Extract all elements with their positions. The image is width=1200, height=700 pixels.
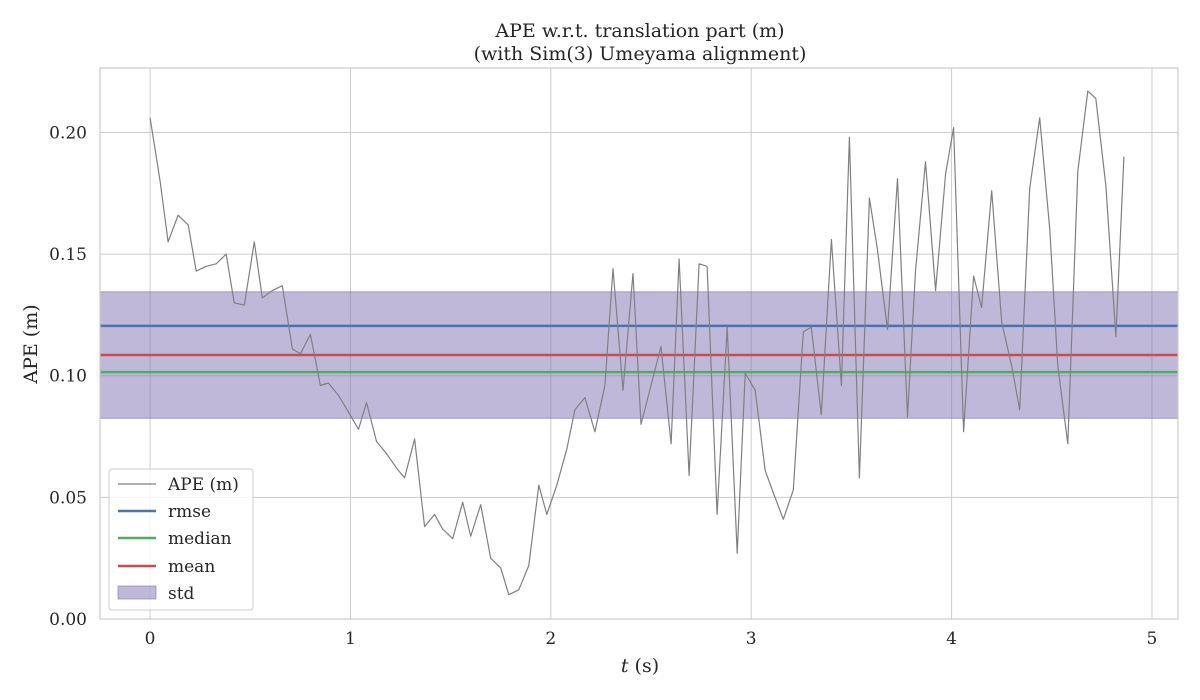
stat-lines-layer — [100, 324, 1178, 374]
x-axis-label-unit: (s) — [629, 655, 660, 677]
x-tick-label: 0 — [145, 629, 156, 649]
x-tick-label: 3 — [746, 629, 757, 649]
legend-label-mean: mean — [168, 557, 215, 577]
x-tick-label: 4 — [946, 629, 957, 649]
y-tick-label: 0.10 — [49, 367, 87, 387]
legend-label-rmse: rmse — [168, 502, 211, 522]
legend-label-median: median — [168, 529, 232, 549]
x-tick-label: 1 — [345, 629, 356, 649]
ape-line-layer — [149, 90, 1125, 596]
ape-line — [149, 90, 1125, 596]
chart-title: APE w.r.t. translation part (m) — [494, 20, 784, 42]
chart-subtitle: (with Sim(3) Umeyama alignment) — [474, 43, 807, 65]
x-tick-label: 5 — [1147, 629, 1158, 649]
legend-label-ape: APE (m) — [167, 475, 239, 495]
legend-swatch-std — [117, 585, 157, 600]
x-tick-label: 2 — [545, 629, 556, 649]
y-tick-label: 0.20 — [49, 123, 87, 143]
legend-label-std: std — [168, 584, 195, 604]
y-tick-label: 0.15 — [49, 245, 87, 265]
y-tick-label: 0.00 — [49, 610, 87, 630]
y-axis-label: APE (m) — [20, 304, 42, 384]
legend: APE (m) rmse median mean std — [108, 468, 254, 611]
plot-frame — [99, 67, 1179, 620]
x-axis-label: t (s) — [621, 655, 659, 677]
tick-labels-layer: 0 1 2 3 4 5 0.00 0.05 0.10 0.15 0.20 — [49, 123, 1157, 649]
x-axis-label-var: t — [621, 655, 629, 677]
legend-box — [108, 468, 254, 611]
y-tick-label: 0.05 — [49, 488, 87, 508]
